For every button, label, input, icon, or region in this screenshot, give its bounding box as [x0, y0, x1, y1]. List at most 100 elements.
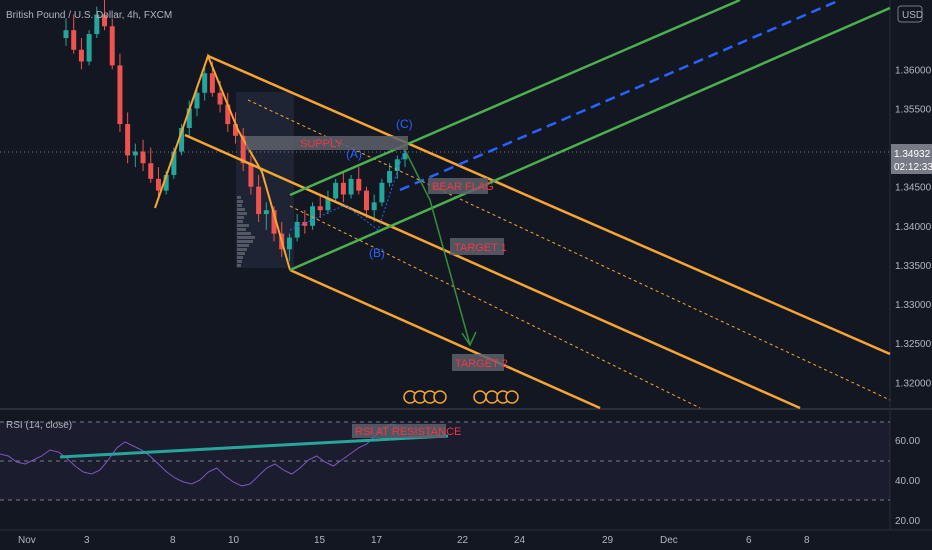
time-tick-label: 10 — [228, 535, 240, 546]
wave-b-label: (B) — [369, 246, 385, 260]
wave-c-label: (C) — [396, 117, 413, 131]
volume-profile-bar — [237, 220, 243, 223]
candle-body — [78, 49, 84, 62]
candle-body — [317, 206, 323, 211]
supply-label: SUPPLY — [300, 138, 343, 150]
volume-profile-bar — [237, 256, 243, 259]
event-flag-icon[interactable] — [433, 390, 447, 404]
rsi-tick-label: 60.00 — [895, 436, 920, 447]
candle-body — [387, 171, 393, 183]
volume-profile-bar — [237, 204, 242, 207]
candle-body — [155, 178, 161, 191]
orange-lower-line — [289, 268, 601, 410]
candle-body — [394, 159, 400, 172]
target1-label: TARGET 1 — [454, 242, 507, 254]
price-axis[interactable]: 1.360001.355001.350001.345001.340001.335… — [895, 65, 932, 389]
candle-body — [125, 124, 131, 156]
volume-profile-bar — [237, 264, 241, 267]
currency-badge[interactable] — [897, 5, 923, 23]
volume-profile-bar — [237, 216, 244, 219]
price-tick-label: 1.32000 — [895, 378, 932, 389]
candle-body — [117, 65, 123, 125]
orange-median-line — [184, 133, 801, 410]
green-upper-line — [289, 0, 741, 197]
candle-body — [148, 163, 154, 179]
volume-profile-bar — [237, 240, 253, 243]
volume-profile-bar — [237, 212, 247, 215]
projection-arrow-head — [461, 331, 477, 347]
volume-profile-bar — [237, 228, 246, 231]
volume-profile-bar — [237, 200, 243, 203]
projection-arrow-line — [404, 149, 471, 346]
candle-body — [202, 73, 208, 93]
orange-inner-dash-1 — [247, 99, 891, 401]
time-tick-label: 17 — [371, 535, 383, 546]
candle-body — [94, 14, 100, 35]
candle-body — [371, 202, 377, 211]
volume-profile-bar — [237, 244, 249, 247]
time-tick-label: Nov — [18, 535, 36, 546]
time-tick-label: 15 — [314, 535, 326, 546]
event-flag-icon[interactable] — [473, 390, 487, 404]
volume-profile-bars — [237, 196, 255, 267]
current-price-value: 1.34932 — [894, 149, 931, 160]
candle-body — [140, 151, 146, 164]
candle-body — [379, 182, 385, 203]
event-flag-icon[interactable] — [485, 390, 499, 404]
candle-body — [109, 26, 115, 66]
main-pane — [0, 0, 890, 408]
rsi-trendline — [59, 434, 449, 459]
candle-body — [63, 30, 69, 38]
candle-body — [179, 128, 185, 152]
price-tick-label: 1.32500 — [895, 339, 932, 350]
candle-body — [171, 151, 177, 175]
candle-body — [102, 14, 108, 27]
candle-body — [132, 151, 138, 156]
time-tick-label: 22 — [457, 535, 469, 546]
rsi-tick-label: 20.00 — [895, 516, 920, 527]
event-flag-icon[interactable] — [505, 390, 519, 404]
target1-box — [450, 238, 504, 255]
rsi-tick-label: 40.00 — [895, 476, 920, 487]
wave-a-label: (A) — [346, 147, 362, 161]
candle-body — [163, 174, 169, 191]
time-tick-label: 8 — [804, 535, 810, 546]
candle-body — [86, 34, 92, 62]
candle-body — [340, 182, 346, 195]
orange-zigzag — [154, 53, 291, 271]
price-tick-label: 1.34500 — [895, 183, 932, 194]
countdown-value: 02:12:33 — [894, 162, 932, 173]
candle-body — [240, 135, 246, 164]
target2-label: TARGET 2 — [455, 358, 508, 370]
candle-body — [263, 210, 269, 215]
volume-profile-bar — [237, 252, 245, 255]
candle-body — [325, 198, 331, 211]
rsi-axis[interactable]: 60.00 40.00 20.00 — [895, 436, 920, 527]
supply-zone — [246, 136, 408, 150]
target2-box — [452, 354, 504, 371]
rsi-annotation-box — [352, 424, 446, 438]
candle-body — [333, 182, 339, 199]
volume-profile-bar — [237, 232, 251, 235]
time-axis[interactable]: Nov 3 8 10 15 17 22 24 29 Dec 6 8 — [18, 535, 810, 546]
time-tick-label: 8 — [170, 535, 176, 546]
currency-label: USD — [902, 10, 923, 21]
volume-profile-bar — [237, 208, 245, 211]
volume-profile-bar — [237, 224, 249, 227]
candle-body — [209, 73, 215, 93]
volume-profile-bar — [237, 248, 247, 251]
bear-flag-label: BEAR FLAG — [432, 181, 494, 193]
candle-body — [217, 92, 223, 105]
bear-flag-box — [428, 178, 488, 194]
orange-upper-line — [207, 54, 891, 356]
rsi-annotation-label: RSI AT RESISTANCE — [355, 426, 461, 438]
candle-body — [233, 124, 238, 136]
candle-body — [71, 30, 77, 50]
time-tick-label: Dec — [660, 535, 678, 546]
wave-path — [289, 147, 406, 231]
time-tick-label: 3 — [84, 535, 90, 546]
candle-body — [271, 210, 277, 234]
candle-body — [256, 186, 262, 215]
